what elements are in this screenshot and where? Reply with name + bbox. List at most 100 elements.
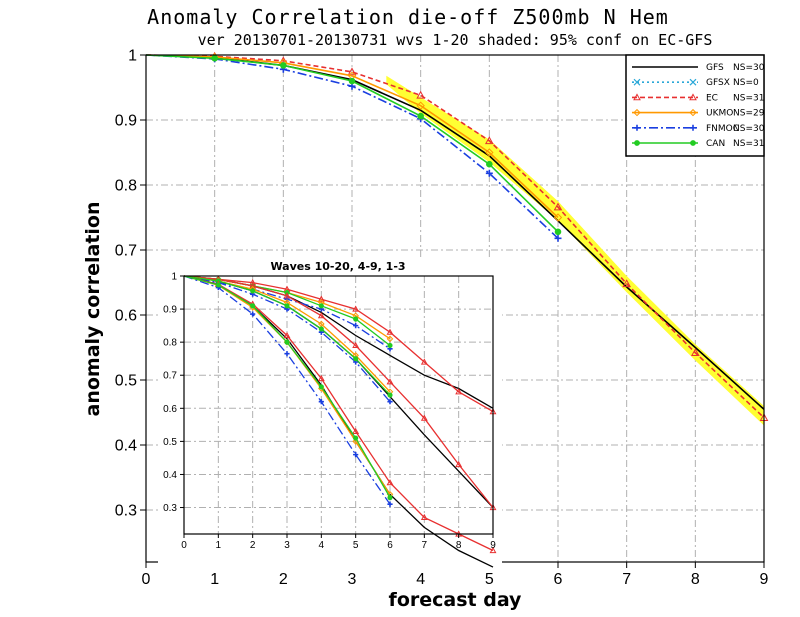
inset-y-tick-label: 0.8: [163, 338, 177, 349]
y-tick-label: 0.5: [115, 373, 137, 390]
inset-y-tick-label: 1: [171, 272, 177, 283]
legend-label: EC: [706, 93, 718, 103]
inset-series-ec-waves-4-9: [183, 275, 497, 511]
inset-x-tick-label: 5: [353, 540, 359, 551]
inset-data-point: [317, 312, 325, 319]
legend-label: UKMO: [706, 109, 733, 119]
inset-y-tick-label: 0.4: [163, 470, 177, 481]
confidence-band: [386, 75, 764, 426]
data-point: [485, 148, 494, 157]
inset-series-can-waves-10-20: [183, 275, 393, 501]
inset-title: Waves 10-20, 4-9, 1-3: [270, 260, 405, 273]
series-ec: [145, 51, 769, 421]
inset-series-line: [183, 275, 494, 508]
inset-data-point: [455, 460, 463, 468]
legend-sample-size: NS=31: [733, 139, 764, 149]
data-point: [211, 54, 218, 62]
data-point: [416, 101, 425, 110]
data-point: [280, 62, 287, 69]
x-tick-label: 9: [760, 571, 769, 588]
inset-data-point: [352, 427, 360, 435]
inset-data-point: [420, 513, 428, 521]
data-point: [554, 234, 562, 242]
data-point: [553, 213, 563, 222]
inset-x-tick-label: 6: [387, 540, 393, 551]
inset-data-point: [386, 335, 394, 343]
data-point: [554, 228, 562, 236]
data-point: [348, 77, 356, 85]
inset-x-tick-label: 7: [422, 540, 428, 551]
y-tick-label: 0.8: [115, 178, 137, 195]
inset-y-tick-label: 0.6: [163, 404, 177, 415]
inset-series-line: [183, 275, 494, 413]
ticks: 0 1 2 3 4 5 6 7 8 9 0.3 0.4 0.5 0.6 0.7 0.8 0.9 1: [115, 48, 769, 588]
inset-data-point: [250, 303, 256, 309]
legend-marker: [689, 78, 697, 86]
inset-series-line: [183, 275, 494, 552]
inset-data-point: [387, 392, 393, 398]
inset-y-tick-label: 0.9: [163, 305, 177, 316]
inset-data-point: [284, 339, 290, 345]
legend-item-can: CAN NS=31: [632, 139, 764, 149]
inset-x-tick-label: 8: [456, 540, 462, 551]
inset-data-point: [249, 282, 257, 289]
legend-marker: [633, 93, 641, 101]
data-point: [417, 112, 424, 120]
inset-x-tick-label: 1: [216, 540, 222, 551]
legend-sample-size: NS=0: [733, 78, 759, 88]
legend-marker: [634, 140, 640, 146]
legend-item-gfs: GFS NS=30: [632, 63, 765, 73]
inset-data-point: [387, 501, 393, 507]
inset-data-point: [352, 305, 360, 312]
inset-data-point: [284, 351, 290, 357]
inset-x-tick-label: 4: [319, 540, 325, 551]
inset-data-point: [353, 452, 359, 458]
inset-ticks: 0 1 2 3 4 5 6 7 8 9 0.3 0.4 0.5 0.6 0.7 0.8 0.9 1: [163, 272, 496, 552]
inset-data-point: [353, 323, 359, 329]
inset-data-point: [318, 326, 324, 332]
inset-data-point: [489, 546, 497, 554]
chart-title: Anomaly Correlation die-off Z500mb N Hem: [147, 5, 669, 29]
inset-data-point: [284, 303, 290, 309]
inset-data-point: [420, 414, 428, 421]
inset-data-point: [386, 479, 394, 486]
data-point: [553, 202, 563, 211]
data-point: [347, 67, 357, 76]
x-tick-label: 7: [622, 571, 631, 588]
x-axis-label: forecast day: [389, 589, 523, 611]
inset-y-tick-label: 0.3: [163, 503, 177, 514]
data-point: [484, 136, 494, 145]
y-tick-label: 0.3: [115, 503, 137, 520]
legend-marker: [689, 93, 697, 101]
inset-data-point: [250, 288, 256, 294]
inset-data-point: [386, 328, 394, 335]
legend-marker: [633, 78, 641, 86]
legend-marker: [633, 108, 641, 117]
inset-data-point: [318, 399, 324, 405]
main-plot: 0 1 2 3 4 5 6 7 8 9 0.3 0.4 0.5 0.6 0.7 0.8 0.9 1: [115, 48, 769, 588]
data-point: [486, 160, 493, 168]
inset-plot: 0 1 2 3 4 5 6 7 8 9 0.3 0.4 0.5 0.6 0.7 0.8 0.9 1 Waves 10…: [158, 258, 502, 570]
inset-y-tick-label: 0.5: [163, 437, 177, 448]
legend-sample-size: NS=30: [733, 63, 765, 73]
inset-data-point: [353, 316, 359, 322]
x-tick-label: 0: [142, 571, 151, 588]
legend-item-ukmo: UKMO NS=29: [632, 109, 765, 119]
legend-marker: [689, 108, 697, 117]
inset-data-point: [353, 356, 359, 362]
inset-data-point: [352, 341, 360, 349]
inset-data-point: [215, 282, 221, 288]
inset-data-point: [387, 495, 393, 501]
inset-x-tick-label: 2: [250, 540, 256, 551]
y-tick-label: 0.9: [115, 113, 137, 130]
legend-label: GFSX: [706, 78, 730, 88]
legend-sample-size: NS=31: [733, 93, 764, 103]
data-point: [622, 279, 632, 288]
legend-sample-size: NS=30: [733, 124, 765, 134]
legend-marker: [690, 140, 696, 146]
inset-x-tick-label: 3: [284, 540, 290, 551]
inset-data-point: [284, 296, 290, 302]
inset-data-point: [387, 399, 393, 405]
